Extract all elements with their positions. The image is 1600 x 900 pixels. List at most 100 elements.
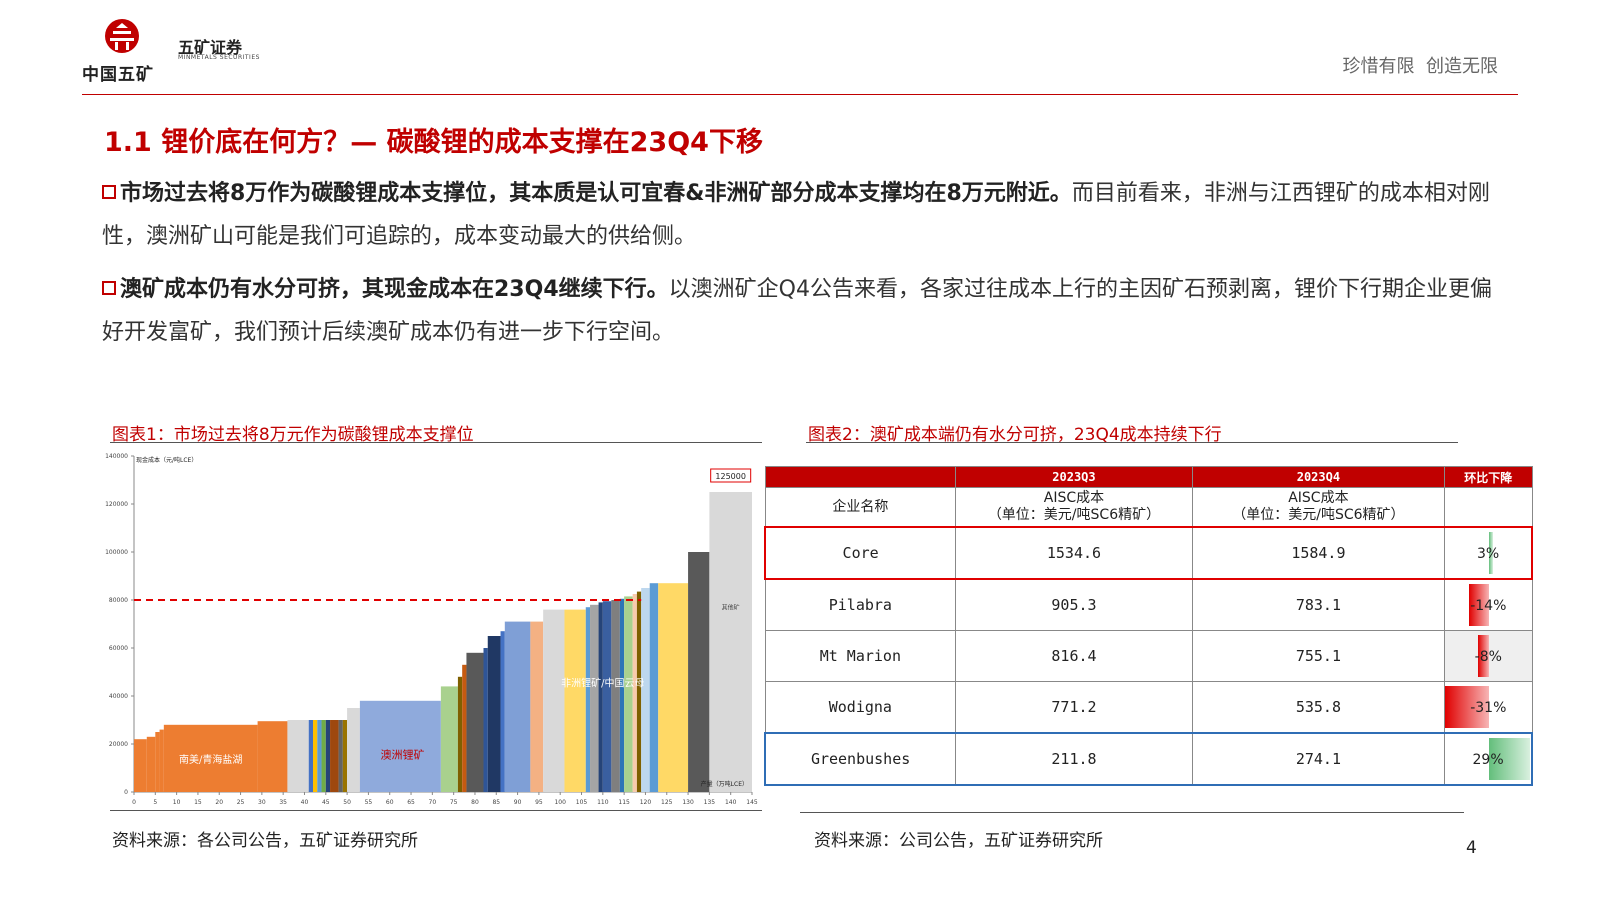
y-tick-label: 80000 xyxy=(109,597,128,604)
x-tick-label: 130 xyxy=(682,799,694,806)
cost-bar xyxy=(134,739,147,792)
cost-bar xyxy=(308,720,314,792)
cost-bar xyxy=(462,664,467,792)
paragraph-1-bold: 市场过去将8万作为碳酸锂成本支撑位，其本质是认可宜春&非洲矿部分成本支撑均在8万… xyxy=(120,181,1072,206)
figure-1-source: 资料来源：各公司公告，五矿证券研究所 xyxy=(112,831,418,851)
cost-bar xyxy=(321,720,326,792)
y-tick-label: 140000 xyxy=(105,453,128,460)
cost-bar xyxy=(359,700,441,792)
page-title: 1.1 锂价底在何方？— 碳酸锂的成本支撑在23Q4下移 xyxy=(104,127,763,158)
aisc-q4: 783.1 xyxy=(1191,578,1446,631)
cost-bar xyxy=(602,601,612,792)
header-divider xyxy=(82,94,1518,95)
change-value: -31% xyxy=(1470,700,1507,716)
x-tick-label: 125 xyxy=(661,799,673,806)
cost-bar xyxy=(313,720,318,792)
change-value: 29% xyxy=(1472,752,1504,768)
y-tick-label: 120000 xyxy=(105,501,128,508)
cost-bar xyxy=(287,720,309,792)
table-row: Greenbushes 211.8 274.1 29% xyxy=(764,732,1534,786)
cost-bar xyxy=(585,607,591,792)
x-tick-label: 5 xyxy=(153,799,157,806)
paragraph-2: 澳矿成本仍有水分可挤，其现金成本在23Q4继续下行。以澳洲矿企Q4公告来看，各家… xyxy=(102,268,1502,354)
brand-name-english: MINMETALS SECURITIES xyxy=(178,54,260,61)
change-cell: 29% xyxy=(1444,732,1534,786)
cost-bar xyxy=(325,720,331,792)
x-tick-label: 140 xyxy=(725,799,737,806)
y-tick-label: 40000 xyxy=(109,693,128,700)
aisc-q3: 771.2 xyxy=(955,681,1193,734)
cost-bar xyxy=(641,588,650,792)
figure-1-caption: 图表1：市场过去将8万元作为碳酸锂成本支撑位 xyxy=(112,425,474,445)
x-tick-label: 30 xyxy=(258,799,266,806)
y-tick-label: 60000 xyxy=(109,645,128,652)
cost-bar xyxy=(457,676,463,792)
x-tick-label: 115 xyxy=(618,799,630,806)
cost-bar xyxy=(155,732,160,792)
x-tick-label: 10 xyxy=(173,799,181,806)
table-header-q4: 2023Q4 xyxy=(1191,466,1446,488)
aisc-q3: 816.4 xyxy=(955,630,1193,682)
figure-2-source-rule xyxy=(800,812,1464,813)
cost-bar xyxy=(257,721,288,792)
x-tick-label: 20 xyxy=(215,799,223,806)
cost-bar xyxy=(440,686,458,792)
cost-bar xyxy=(504,621,531,792)
aisc-q3: 1534.6 xyxy=(955,526,1193,580)
cost-bar xyxy=(146,736,156,792)
table-subheader-q4: AISC成本 （单位：美元/吨SC6精矿） xyxy=(1191,487,1446,528)
cost-bar xyxy=(342,720,348,792)
table-row: Pilabra 905.3 783.1 -14% xyxy=(764,578,1533,631)
brand-name: 五矿证券 xyxy=(178,38,243,57)
cost-bar xyxy=(317,720,322,792)
cost-bar xyxy=(598,602,603,792)
cost-bar xyxy=(624,596,633,792)
change-data-bar xyxy=(1445,686,1490,728)
aisc-q4: 535.8 xyxy=(1191,681,1446,734)
aisc-q4: 1584.9 xyxy=(1191,526,1446,580)
region-label: 其他矿 xyxy=(722,604,740,612)
cost-bar xyxy=(483,648,488,792)
x-tick-label: 135 xyxy=(704,799,716,806)
paragraph-2-text: 以澳洲矿企Q4公告来看，各家过往成本上行的主因矿石预剥离，锂价下行期企业更偏好开… xyxy=(102,277,1492,345)
x-tick-label: 105 xyxy=(576,799,588,806)
x-tick-label: 85 xyxy=(492,799,500,806)
x-tick-label: 120 xyxy=(640,799,652,806)
x-tick-label: 25 xyxy=(237,799,245,806)
change-data-bar xyxy=(1489,532,1494,574)
change-value: -8% xyxy=(1474,649,1502,665)
change-data-bar xyxy=(1477,635,1490,677)
cost-bar xyxy=(330,720,339,792)
square-bullet-icon xyxy=(102,185,116,199)
cost-bar xyxy=(564,609,586,792)
table-header-q3: 2023Q3 xyxy=(955,466,1193,488)
aisc-q4: 274.1 xyxy=(1191,732,1446,786)
figure-2-caption-rule xyxy=(806,442,1458,443)
y-tick-label: 100000 xyxy=(105,549,128,556)
aisc-cost-table: 2023Q3 2023Q4 环比下降 企业名称 AISC成本 （单位：美元/吨S… xyxy=(764,466,1534,786)
x-tick-label: 0 xyxy=(132,799,136,806)
table-subheader-change xyxy=(1444,487,1533,528)
change-cell: -14% xyxy=(1444,578,1533,631)
top-value-label: 125000 xyxy=(715,472,746,481)
x-tick-label: 80 xyxy=(471,799,479,806)
paragraph-1-text: 而目前看来，非洲与江西锂矿的成本相对刚性，澳洲矿山可能是我们可追踪的，成本变动最… xyxy=(102,181,1490,249)
square-bullet-icon xyxy=(102,281,116,295)
table-subheader-row: 企业名称 AISC成本 （单位：美元/吨SC6精矿） AISC成本 （单位：美元… xyxy=(764,487,1533,528)
region-label: 非洲锂矿/中国云母 xyxy=(561,676,644,689)
table-row: Wodigna 771.2 535.8 -31% xyxy=(764,681,1533,734)
x-tick-label: 90 xyxy=(514,799,522,806)
figure-1-source-rule xyxy=(110,810,762,811)
figure-1-caption-rule xyxy=(110,442,762,443)
cost-bar xyxy=(632,594,637,792)
x-tick-label: 70 xyxy=(429,799,437,806)
x-tick-label: 75 xyxy=(450,799,458,806)
x-tick-label: 145 xyxy=(746,799,758,806)
cost-bar xyxy=(636,591,642,792)
company-name: Wodigna xyxy=(764,681,957,734)
table-header-row: 2023Q3 2023Q4 环比下降 xyxy=(764,466,1533,488)
y-tick-label: 20000 xyxy=(109,741,128,748)
change-data-bar xyxy=(1469,584,1490,626)
top-value-box xyxy=(710,468,752,483)
table-row: Core 1534.6 1584.9 3% xyxy=(764,526,1534,580)
